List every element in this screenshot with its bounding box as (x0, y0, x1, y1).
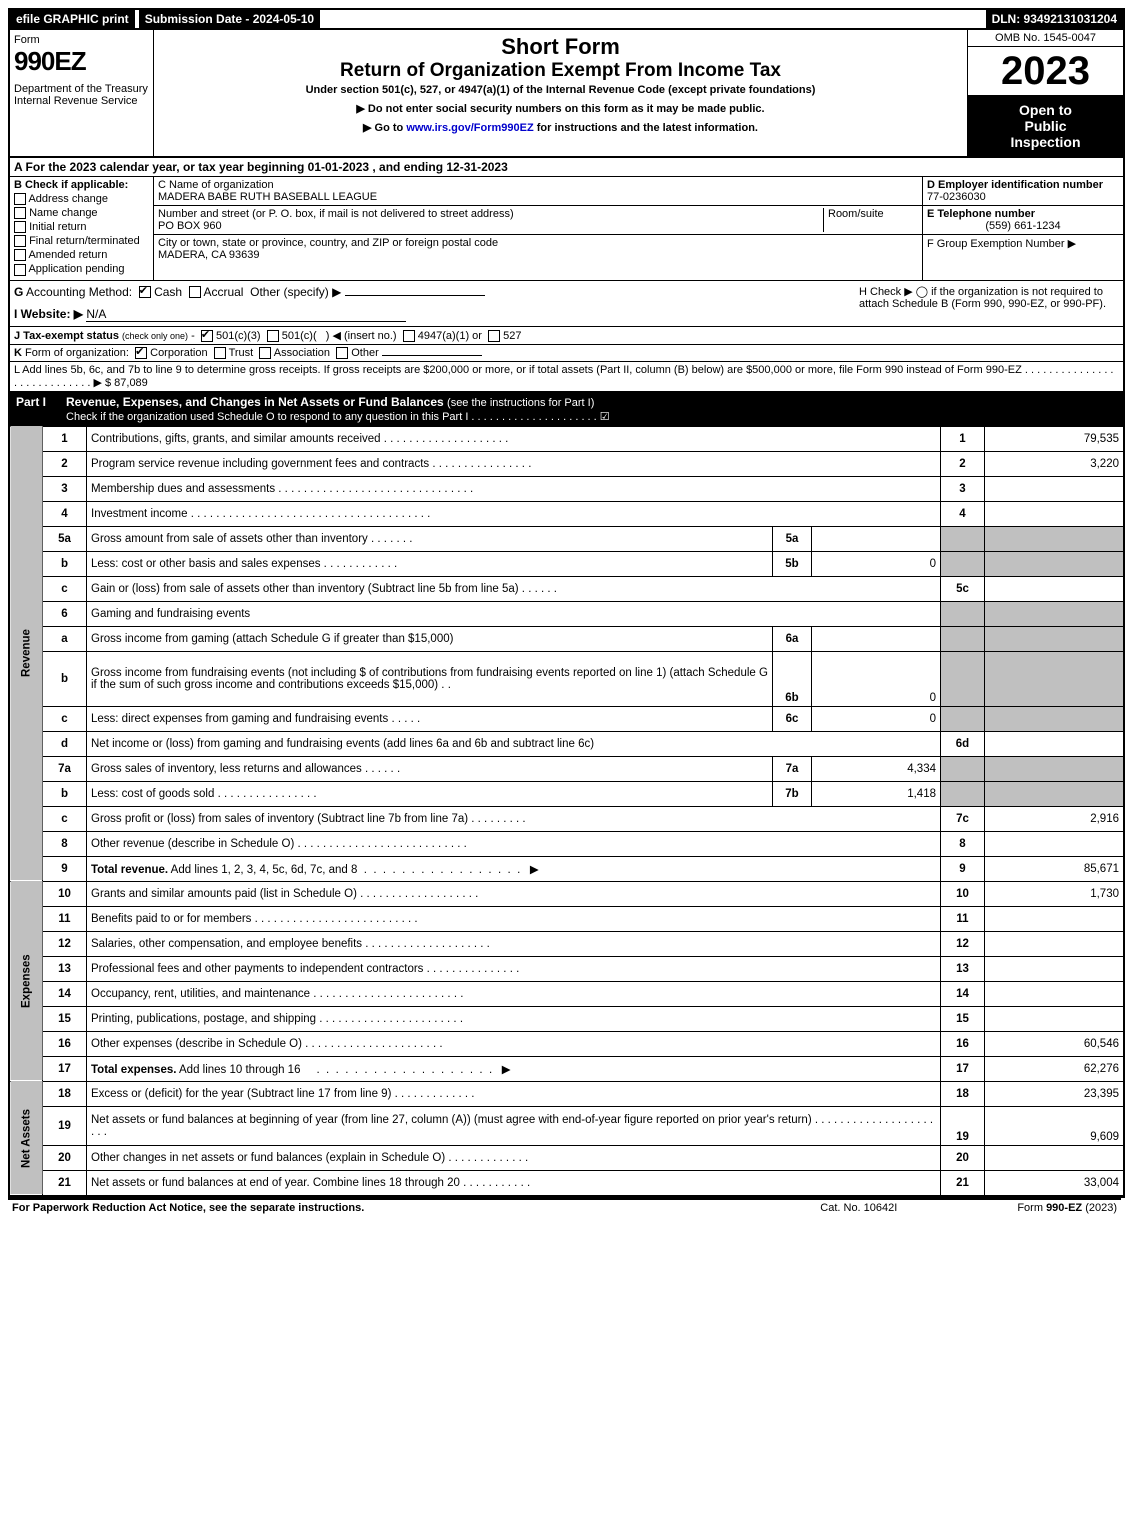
org-city: MADERA, CA 93639 (158, 249, 260, 261)
line-6d: Net income or (loss) from gaming and fun… (87, 731, 941, 756)
line-7c: Gross profit or (loss) from sales of inv… (87, 806, 941, 831)
line-21: Net assets or fund balances at end of ye… (87, 1170, 941, 1195)
expenses-label: Expenses (10, 881, 43, 1081)
revenue-label: Revenue (10, 426, 43, 881)
dept-treasury: Department of the Treasury (14, 83, 149, 95)
cb-amended-return[interactable]: Amended return (14, 249, 149, 261)
city-label: City or town, state or province, country… (158, 237, 498, 249)
footer: For Paperwork Reduction Act Notice, see … (8, 1198, 1121, 1216)
line-15: Printing, publications, postage, and shi… (87, 1006, 941, 1031)
addr-label: Number and street (or P. O. box, if mail… (158, 208, 514, 220)
header-left: Form 990EZ Department of the Treasury In… (10, 30, 154, 156)
header: Form 990EZ Department of the Treasury In… (10, 30, 1123, 158)
line-14: Occupancy, rent, utilities, and maintena… (87, 981, 941, 1006)
line-11: Benefits paid to or for members . . . . … (87, 906, 941, 931)
room-suite: Room/suite (823, 208, 918, 232)
cb-final-return[interactable]: Final return/terminated (14, 235, 149, 247)
line-8: Other revenue (describe in Schedule O) .… (87, 831, 941, 856)
line-4: Investment income . . . . . . . . . . . … (87, 501, 941, 526)
ein-box: D Employer identification number 77-0236… (923, 177, 1123, 206)
line-1: Contributions, gifts, grants, and simila… (87, 426, 941, 451)
top-bar: efile GRAPHIC print Submission Date - 20… (10, 10, 1123, 30)
line-2: Program service revenue including govern… (87, 451, 941, 476)
cb-527[interactable] (488, 330, 500, 342)
open-to-public: Open to Public Inspection (968, 96, 1123, 156)
line-17: Total expenses. Add lines 10 through 16 … (87, 1056, 941, 1081)
cb-address-change[interactable]: Address change (14, 193, 149, 205)
short-form-title: Short Form (158, 34, 963, 60)
h-check: H Check ▶ ◯ if the organization is not r… (851, 285, 1119, 322)
dept-irs: Internal Revenue Service (14, 95, 149, 107)
phone-value: (559) 661-1234 (927, 220, 1119, 232)
line-7a: Gross sales of inventory, less returns a… (87, 756, 773, 781)
cb-501c3[interactable] (201, 330, 213, 342)
line-13: Professional fees and other payments to … (87, 956, 941, 981)
form-ref: Form 990-EZ (2023) (1017, 1202, 1117, 1214)
goto-link[interactable]: ▶ Go to www.irs.gov/Form990EZ for instru… (158, 121, 963, 134)
part1-table: Revenue 1Contributions, gifts, grants, a… (10, 426, 1123, 1196)
line-10: Grants and similar amounts paid (list in… (87, 881, 941, 906)
col-c-org-info: C Name of organization MADERA BABE RUTH … (154, 177, 922, 280)
row-bcdef: B Check if applicable: Address change Na… (10, 177, 1123, 281)
efile-label[interactable]: efile GRAPHIC print (10, 10, 135, 28)
row-j: J Tax-exempt status (check only one) - 5… (10, 327, 1123, 345)
row-k: K Form of organization: Corporation Trus… (10, 345, 1123, 362)
omb-number: OMB No. 1545-0047 (968, 30, 1123, 47)
ein-value: 77-0236030 (927, 191, 986, 203)
form-number: 990EZ (14, 46, 149, 77)
cb-4947[interactable] (403, 330, 415, 342)
cb-accrual[interactable] (189, 286, 201, 298)
netassets-label: Net Assets (10, 1081, 43, 1195)
line-12: Salaries, other compensation, and employ… (87, 931, 941, 956)
line-5a: Gross amount from sale of assets other t… (87, 526, 773, 551)
cb-application-pending[interactable]: Application pending (14, 263, 149, 275)
line-19: Net assets or fund balances at beginning… (87, 1106, 941, 1145)
line-20: Other changes in net assets or fund bala… (87, 1145, 941, 1170)
paperwork-notice: For Paperwork Reduction Act Notice, see … (12, 1202, 820, 1214)
cb-cash[interactable] (139, 286, 151, 298)
cb-501c[interactable] (267, 330, 279, 342)
submission-date: Submission Date - 2024-05-10 (139, 10, 320, 28)
org-address: PO BOX 960 (158, 220, 222, 232)
cb-trust[interactable] (214, 347, 226, 359)
dln-label: DLN: 93492131031204 (986, 10, 1123, 28)
col-def: D Employer identification number 77-0236… (922, 177, 1123, 280)
col-b-checkboxes: B Check if applicable: Address change Na… (10, 177, 154, 280)
cb-name-change[interactable]: Name change (14, 207, 149, 219)
irs-link[interactable]: www.irs.gov/Form990EZ (406, 122, 533, 134)
line-9: Total revenue. Add lines 1, 2, 3, 4, 5c,… (87, 856, 941, 881)
line-6b: Gross income from fundraising events (no… (87, 651, 773, 706)
tax-year: 2023 (968, 47, 1123, 96)
cb-initial-return[interactable]: Initial return (14, 221, 149, 233)
form-container: efile GRAPHIC print Submission Date - 20… (8, 8, 1125, 1198)
row-l: L Add lines 5b, 6c, and 7b to line 9 to … (10, 362, 1123, 392)
line-16: Other expenses (describe in Schedule O) … (87, 1031, 941, 1056)
line-3: Membership dues and assessments . . . . … (87, 476, 941, 501)
part-1-header: Part I Revenue, Expenses, and Changes in… (10, 392, 1123, 426)
line-6a: Gross income from gaming (attach Schedul… (87, 626, 773, 651)
cat-no: Cat. No. 10642I (820, 1202, 897, 1214)
group-exemption: F Group Exemption Number ▶ (923, 235, 1123, 252)
line-5b: Less: cost or other basis and sales expe… (87, 551, 773, 576)
form-label: Form (14, 34, 149, 46)
org-name-label: C Name of organization (158, 179, 274, 191)
line-6c: Less: direct expenses from gaming and fu… (87, 706, 773, 731)
cb-corp[interactable] (135, 347, 147, 359)
row-ghi: G Accounting Method: Cash Accrual Other … (10, 281, 1123, 327)
line-5c: Gain or (loss) from sale of assets other… (87, 576, 941, 601)
line-6: Gaming and fundraising events (87, 601, 941, 626)
header-right: OMB No. 1545-0047 2023 Open to Public In… (967, 30, 1123, 156)
no-ssn-note: ▶ Do not enter social security numbers o… (158, 102, 963, 115)
cb-other[interactable] (336, 347, 348, 359)
cb-assoc[interactable] (259, 347, 271, 359)
return-title: Return of Organization Exempt From Incom… (158, 60, 963, 82)
line-18: Excess or (deficit) for the year (Subtra… (87, 1081, 941, 1106)
line-7b: Less: cost of goods sold . . . . . . . .… (87, 781, 773, 806)
row-a-tax-year: A For the 2023 calendar year, or tax yea… (10, 158, 1123, 177)
org-name: MADERA BABE RUTH BASEBALL LEAGUE (158, 191, 377, 203)
under-section: Under section 501(c), 527, or 4947(a)(1)… (158, 84, 963, 96)
header-mid: Short Form Return of Organization Exempt… (154, 30, 967, 156)
phone-box: E Telephone number (559) 661-1234 (923, 206, 1123, 235)
